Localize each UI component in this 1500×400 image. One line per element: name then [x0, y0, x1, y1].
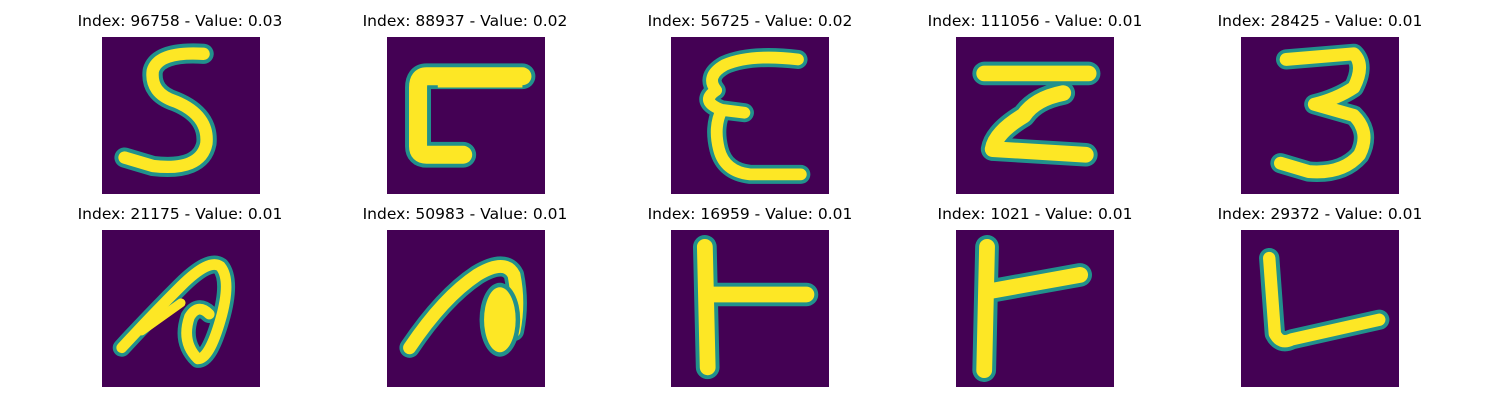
panel-6: Index: 21175 - Value: 0.01 [30, 205, 330, 395]
digit-image-c-block [387, 37, 545, 194]
panel-9: Index: 1021 - Value: 0.01 [885, 205, 1185, 395]
panel-title: Index: 50983 - Value: 0.01 [362, 205, 568, 223]
panel-2: Index: 88937 - Value: 0.02 [315, 12, 615, 202]
digit-image-z-shape [956, 37, 1114, 194]
panel-10: Index: 29372 - Value: 0.01 [1170, 205, 1470, 395]
panel-7: Index: 50983 - Value: 0.01 [315, 205, 615, 395]
panel-5: Index: 28425 - Value: 0.01 [1170, 12, 1470, 202]
digit-image-t-left [671, 230, 829, 387]
digit-image-epsilon [671, 37, 829, 194]
digit-image-5 [102, 37, 260, 194]
panel-4: Index: 111056 - Value: 0.01 [885, 12, 1185, 202]
panel-title: Index: 56725 - Value: 0.02 [647, 12, 853, 30]
panel-8: Index: 16959 - Value: 0.01 [600, 205, 900, 395]
digit-image-t-left-2 [956, 230, 1114, 387]
panel-3: Index: 56725 - Value: 0.02 [600, 12, 900, 202]
digit-image-n-loop [102, 230, 260, 387]
panel-title: Index: 96758 - Value: 0.03 [77, 12, 283, 30]
panel-title: Index: 1021 - Value: 0.01 [937, 205, 1133, 223]
digit-image-n-blob [387, 230, 545, 387]
panel-title: Index: 111056 - Value: 0.01 [927, 12, 1143, 30]
digit-image-l [1241, 230, 1399, 387]
panel-1: Index: 96758 - Value: 0.03 [30, 12, 330, 202]
digit-image-3 [1241, 37, 1399, 194]
panel-title: Index: 29372 - Value: 0.01 [1217, 205, 1423, 223]
panel-title: Index: 16959 - Value: 0.01 [647, 205, 853, 223]
panel-title: Index: 88937 - Value: 0.02 [362, 12, 568, 30]
panel-title: Index: 21175 - Value: 0.01 [77, 205, 283, 223]
panel-title: Index: 28425 - Value: 0.01 [1217, 12, 1423, 30]
